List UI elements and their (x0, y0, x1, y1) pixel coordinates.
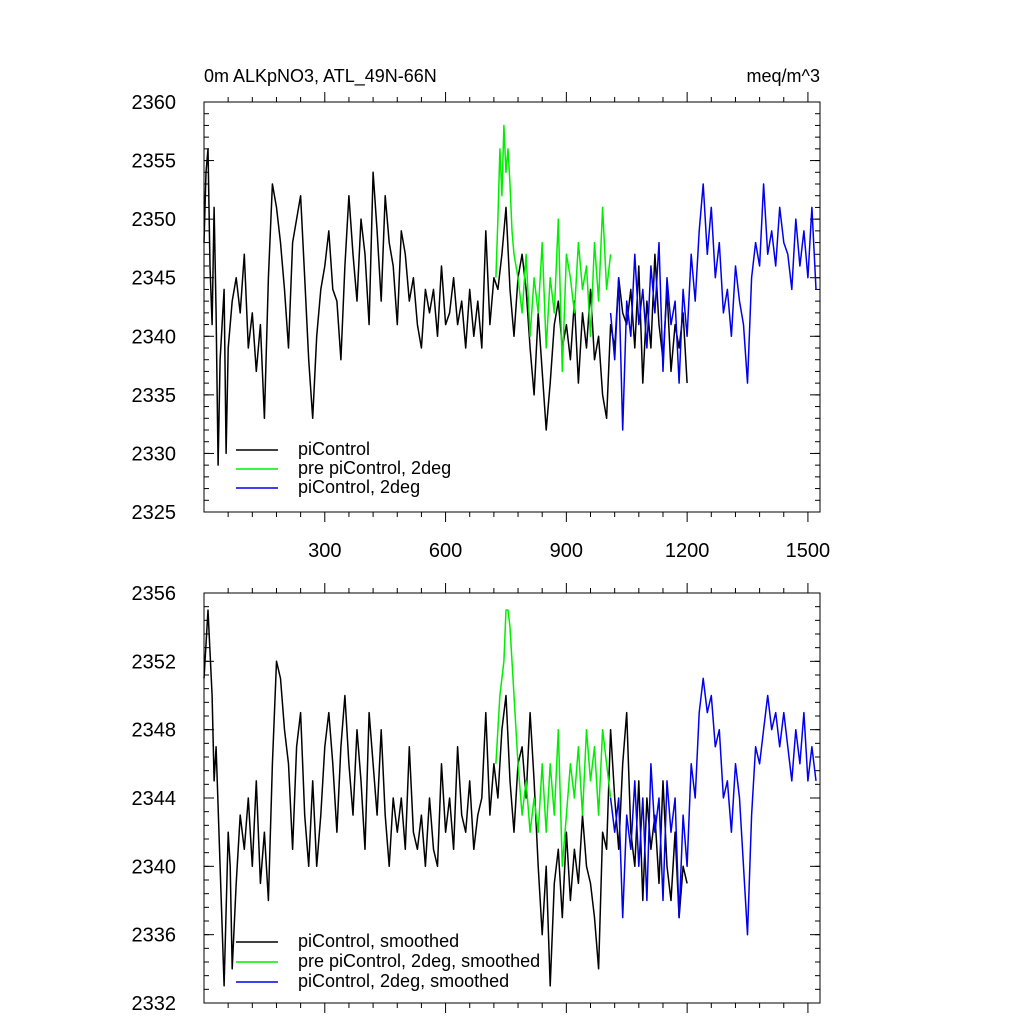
series-line (203, 148, 688, 466)
legend-label: pre piControl, 2deg (298, 458, 451, 478)
top-panel-units: meq/m^3 (747, 66, 820, 86)
top-x-tick-labels: 300 600 900 1200 1500 (308, 540, 830, 562)
x-tick-label: 1500 (786, 540, 831, 562)
y-tick-label: 2336 (132, 925, 177, 947)
x-tick-label: 900 (550, 540, 583, 562)
y-tick-label: 2325 (132, 502, 177, 524)
y-tick-label: 2348 (132, 720, 177, 742)
series-line (609, 183, 817, 431)
top-panel-title: 0m ALKpNO3, ATL_49N-66N (204, 66, 437, 87)
y-tick-label: 2345 (132, 268, 177, 290)
bottom-y-tick-labels: 2332 2336 2340 2344 2348 2352 2356 (132, 583, 177, 1015)
series-line (495, 124, 612, 373)
y-tick-label: 2356 (132, 583, 177, 605)
y-tick-label: 2332 (132, 993, 177, 1015)
top-tick-marks (204, 92, 820, 522)
top-plot-frame (203, 101, 821, 513)
legend-label: piControl (298, 439, 370, 459)
y-tick-label: 2355 (132, 151, 177, 173)
y-tick-label: 2335 (132, 385, 177, 407)
x-tick-label: 300 (308, 540, 341, 562)
legend-label: piControl, smoothed (298, 931, 459, 951)
legend-label: pre piControl, 2deg, smoothed (298, 951, 540, 971)
x-tick-label: 600 (429, 540, 462, 562)
top-y-tick-labels: 2325 2330 2335 2340 2345 2350 2355 2360 (132, 92, 177, 524)
y-tick-label: 2340 (132, 856, 177, 878)
x-tick-label: 1200 (665, 540, 710, 562)
y-tick-label: 2360 (132, 92, 177, 114)
series-line (609, 677, 817, 936)
bottom-series-group (203, 609, 817, 987)
y-tick-label: 2350 (132, 209, 177, 231)
y-tick-label: 2352 (132, 651, 177, 673)
bottom-panel: 2332 2336 2340 2344 2348 2352 2356 piControl, … (132, 583, 821, 1015)
top-series-group (203, 124, 817, 466)
series-line (495, 609, 612, 868)
legend-label: piControl, 2deg, smoothed (298, 971, 509, 991)
bottom-tick-marks (204, 583, 820, 1013)
legend-label: piControl, 2deg (298, 477, 420, 497)
y-tick-label: 2344 (132, 788, 177, 810)
y-tick-label: 2330 (132, 443, 177, 465)
series-line (203, 609, 688, 987)
top-panel: 0m ALKpNO3, ATL_49N-66N meq/m^3 2325 2330… (132, 66, 831, 562)
y-tick-label: 2340 (132, 326, 177, 348)
